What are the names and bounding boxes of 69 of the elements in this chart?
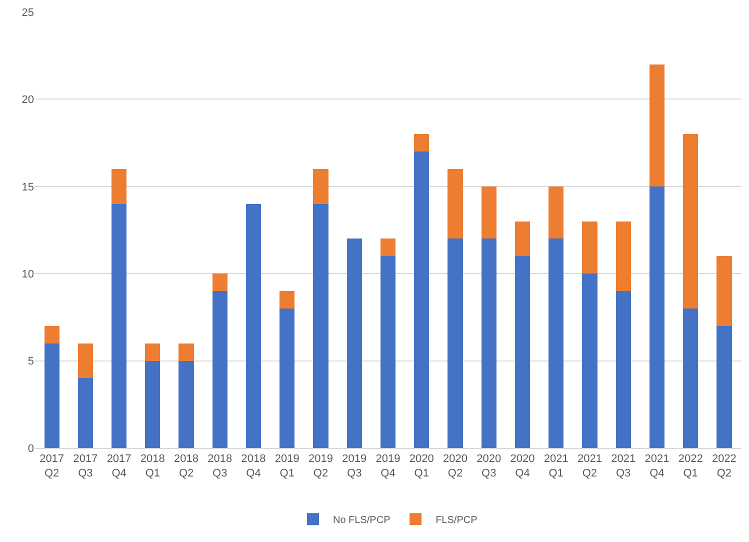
bar — [448, 238, 463, 448]
bar — [548, 186, 564, 239]
x-tick-label: 2018 Q1 — [140, 453, 165, 480]
bar — [448, 168, 463, 239]
x-tick-label: 2019 Q1 — [274, 453, 300, 480]
bar — [649, 186, 665, 448]
bar — [582, 221, 598, 274]
y-tick-label: 20 — [22, 94, 34, 106]
bar — [380, 256, 396, 448]
bar — [683, 134, 698, 308]
bar — [212, 291, 228, 448]
y-tick-label: 10 — [22, 268, 34, 280]
x-tick-label: 2017 Q4 — [106, 453, 132, 480]
bar — [145, 360, 160, 448]
bar — [716, 256, 732, 326]
x-tick-label: 2017 Q2 — [40, 453, 64, 480]
bar — [78, 378, 93, 448]
x-tick-label: 2022 Q2 — [712, 453, 736, 480]
bar — [716, 326, 732, 448]
bar — [649, 64, 665, 186]
bar — [414, 134, 430, 152]
bar — [178, 360, 194, 448]
x-tick-label: 2019 Q4 — [376, 453, 400, 480]
bar — [111, 204, 127, 448]
x-tick-label: 2017 Q3 — [73, 453, 98, 480]
bar — [313, 168, 328, 204]
bar — [44, 343, 60, 448]
bar — [212, 274, 228, 292]
bar — [145, 343, 160, 361]
x-tick-label: 2020 Q4 — [510, 453, 535, 480]
x-tick-label: 2021 Q1 — [544, 453, 568, 480]
x-tick-label: 2019 Q2 — [308, 453, 333, 480]
bar — [380, 238, 396, 256]
x-tick-label: 2020 Q3 — [476, 453, 502, 480]
x-tick-label: 2021 Q2 — [577, 453, 602, 480]
y-tick-label: 15 — [22, 181, 34, 194]
bar — [582, 274, 598, 448]
bar — [280, 308, 295, 448]
legend-label: No FLS/PCP — [333, 515, 391, 526]
bar — [548, 238, 564, 448]
x-tick-label: 2022 Q1 — [678, 453, 703, 480]
bar — [78, 343, 93, 378]
bar — [481, 186, 496, 239]
bar — [514, 221, 530, 256]
bar — [313, 204, 328, 448]
bar — [111, 168, 127, 204]
x-tick-label: 2021 Q3 — [611, 453, 636, 480]
legend-label: FLS/PCP — [436, 515, 478, 526]
bar — [280, 291, 295, 308]
bar — [616, 221, 631, 292]
bar — [346, 238, 362, 448]
x-tick-label: 2020 Q1 — [409, 453, 434, 480]
x-tick-label: 2018 Q4 — [241, 453, 266, 480]
bar — [683, 308, 698, 448]
x-tick-label: 2020 Q2 — [443, 453, 468, 480]
x-tick-label: 2018 Q2 — [174, 453, 199, 480]
bar — [481, 238, 496, 448]
bar — [514, 256, 530, 448]
y-tick-label: 25 — [22, 6, 34, 19]
bar — [414, 152, 430, 448]
bar — [246, 204, 262, 448]
bar — [44, 326, 60, 344]
y-tick-label: 0 — [28, 442, 34, 455]
x-tick-label: 2018 Q3 — [208, 453, 232, 480]
x-tick-label: 2021 Q4 — [644, 453, 670, 480]
x-tick-label: 2019 Q3 — [342, 453, 367, 480]
bar — [178, 343, 194, 361]
y-tick-label: 5 — [28, 356, 34, 368]
bar — [616, 291, 631, 448]
